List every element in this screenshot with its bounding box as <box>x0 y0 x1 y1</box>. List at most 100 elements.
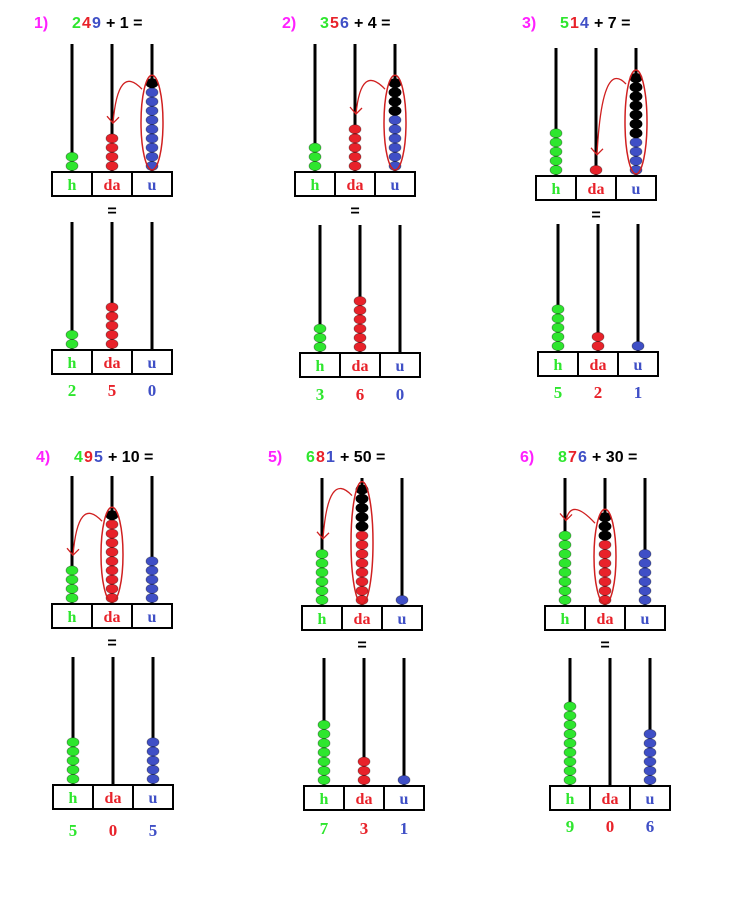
place-label-da: da <box>105 790 122 807</box>
bead-u <box>145 556 159 567</box>
bead-u <box>146 764 160 775</box>
bead-da <box>355 539 369 550</box>
place-label-h: h <box>68 609 77 626</box>
bead-da <box>355 530 369 541</box>
place-value-box <box>294 171 416 197</box>
operation-text: + 10 = <box>108 449 153 466</box>
carry-arrow <box>565 508 596 524</box>
operand-digit-u: 6 <box>340 15 349 32</box>
bead-h <box>563 738 577 749</box>
carry-arrow <box>112 80 143 124</box>
carry-arrow-head <box>106 115 120 125</box>
bead-da <box>105 302 119 313</box>
carry-arrow <box>322 487 353 539</box>
place-value-box <box>51 349 173 375</box>
equals-sign: = <box>350 203 359 220</box>
bead-u <box>145 124 159 135</box>
bead-h <box>313 323 327 334</box>
bead-da <box>357 775 371 786</box>
place-label-da: da <box>352 358 369 375</box>
bead-da <box>357 765 371 776</box>
place-label-u: u <box>391 177 400 194</box>
equals-sign: = <box>107 203 116 220</box>
added-bead-da <box>598 521 612 532</box>
bead-u <box>145 574 159 585</box>
exercise-number: 1) <box>34 15 48 32</box>
result-digit-h: 3 <box>316 385 325 404</box>
result-digit-da: 6 <box>356 385 365 404</box>
operand-digit-da: 8 <box>316 449 325 466</box>
added-bead-u <box>629 109 643 120</box>
carry-arrow-head <box>66 547 80 557</box>
bead-da <box>353 341 367 352</box>
bead-u <box>146 746 160 757</box>
operand-digit-u: 6 <box>578 449 587 466</box>
bead-h <box>66 755 80 766</box>
bead-u <box>631 340 645 351</box>
bead-u <box>145 87 159 98</box>
bead-da <box>105 537 119 548</box>
bead-h <box>315 585 329 596</box>
place-label-u: u <box>400 791 409 808</box>
carry-loop <box>383 74 407 171</box>
bead-h <box>315 549 329 560</box>
bead-u <box>643 738 657 749</box>
operand-digit-h: 4 <box>74 449 83 466</box>
bead-da <box>348 133 362 144</box>
place-value-box <box>299 352 421 378</box>
result-digit-h: 7 <box>320 819 329 838</box>
bead-da <box>598 558 612 569</box>
place-label-u: u <box>646 791 655 808</box>
exercise-number: 2) <box>282 15 296 32</box>
exercise-1: 1) 2 4 9 + 1 =h da u=h da u2 5 0 <box>34 15 173 400</box>
bead-u <box>145 96 159 107</box>
operand-digit-da: 4 <box>82 15 91 32</box>
bead-u <box>638 595 652 606</box>
bead-h <box>66 764 80 775</box>
bead-da <box>348 142 362 153</box>
bead-h <box>563 756 577 767</box>
bead-da <box>353 332 367 343</box>
place-label-u: u <box>398 611 407 628</box>
carry-arrow-head <box>316 531 330 540</box>
bead-h <box>549 137 563 148</box>
place-label-u: u <box>641 611 650 628</box>
place-value-box <box>51 603 173 629</box>
bead-u <box>145 142 159 153</box>
bead-u <box>146 774 160 785</box>
result-digit-h: 2 <box>68 381 77 400</box>
bead-da <box>355 558 369 569</box>
carry-loop <box>593 508 617 605</box>
bead-h <box>549 164 563 175</box>
bead-u <box>629 137 643 148</box>
place-value-box <box>303 785 425 811</box>
bead-h <box>563 729 577 740</box>
exercise-5: 5) 6 8 1 + 50 =h da u=h da u7 3 1 <box>268 449 425 838</box>
bead-h <box>551 340 565 351</box>
place-value-box <box>549 785 671 811</box>
bead-u <box>145 593 159 604</box>
carry-loop <box>350 480 374 605</box>
carry-arrow <box>355 79 386 115</box>
bead-da <box>353 323 367 334</box>
bead-u <box>145 133 159 144</box>
bead-u <box>638 567 652 578</box>
place-label-da: da <box>347 177 364 194</box>
carry-loop <box>100 506 124 603</box>
bead-h <box>317 738 331 749</box>
bead-u <box>388 151 402 162</box>
bead-h <box>66 774 80 785</box>
carry-loop <box>140 74 164 171</box>
place-label-u: u <box>396 358 405 375</box>
place-label-h: h <box>320 791 329 808</box>
bead-da <box>105 338 119 349</box>
bead-da <box>598 539 612 550</box>
place-value-box <box>535 175 657 201</box>
place-label-u: u <box>632 181 641 198</box>
operand-digit-da: 1 <box>570 15 579 32</box>
place-label-h: h <box>554 357 563 374</box>
operation-text: + 4 = <box>354 15 390 32</box>
bead-da <box>105 320 119 331</box>
equals-sign: = <box>600 637 609 654</box>
